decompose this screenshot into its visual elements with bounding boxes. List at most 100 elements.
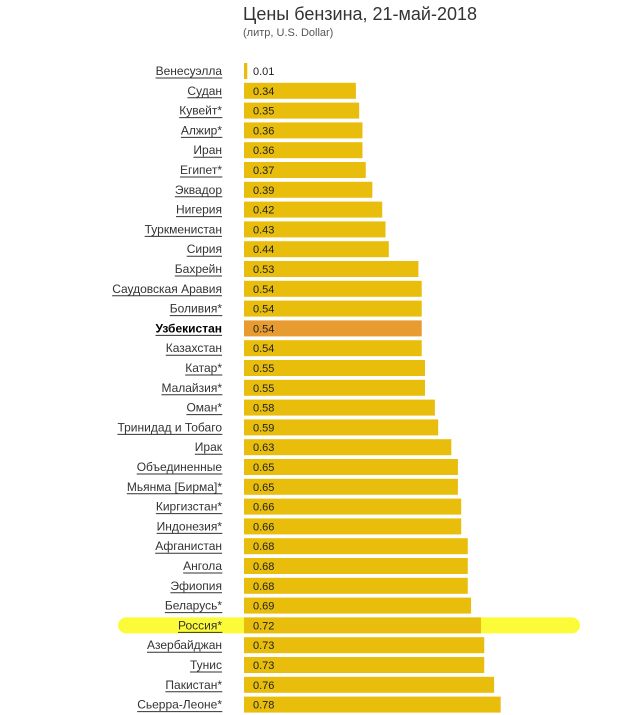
value-label-row-12: 0.54 bbox=[253, 284, 274, 296]
bar-row-2 bbox=[244, 82, 356, 99]
category-label-row-4: Алжир* bbox=[181, 123, 222, 137]
value-label-row-24: 0.66 bbox=[253, 521, 274, 533]
bar-row-31 bbox=[244, 657, 485, 673]
category-label-row-12: Саудовская Аравия bbox=[112, 282, 222, 296]
bar-row-26 bbox=[244, 558, 468, 574]
bar-row-28 bbox=[244, 597, 472, 614]
value-label-row-18: 0.58 bbox=[253, 403, 274, 415]
bar-row-15 bbox=[244, 340, 422, 357]
value-label-row-23: 0.66 bbox=[253, 502, 274, 514]
category-label-row-8: Нигерия bbox=[176, 203, 222, 217]
value-label-row-7: 0.39 bbox=[253, 185, 274, 197]
value-label-row-27: 0.68 bbox=[253, 581, 274, 593]
value-label-row-33: 0.78 bbox=[253, 700, 274, 712]
category-label-row-26: Ангола bbox=[183, 559, 222, 573]
bar-row-6 bbox=[244, 162, 366, 178]
value-label-row-9: 0.43 bbox=[253, 224, 274, 236]
bar-row-9 bbox=[244, 221, 386, 238]
category-label-row-28: Беларусь* bbox=[165, 599, 222, 613]
category-label-row-31: Тунис bbox=[190, 658, 222, 672]
value-label-row-6: 0.37 bbox=[253, 165, 274, 177]
value-label-row-14: 0.54 bbox=[253, 323, 274, 335]
category-label-row-9: Туркменистан bbox=[145, 222, 222, 236]
category-label-row-33: Сьерра-Леоне* bbox=[137, 698, 222, 712]
bar-row-11 bbox=[244, 261, 419, 277]
bar-row-23 bbox=[244, 498, 462, 515]
bar-row-30 bbox=[244, 637, 485, 654]
value-label-row-32: 0.76 bbox=[253, 680, 274, 692]
category-label-row-18: Оман* bbox=[186, 401, 222, 415]
category-label-row-22: Мьянма [Бирма]* bbox=[127, 480, 222, 494]
value-label-row-22: 0.65 bbox=[253, 482, 274, 494]
category-label-row-11: Бахрейн bbox=[175, 262, 222, 276]
value-label-row-19: 0.59 bbox=[253, 422, 274, 434]
bar-row-7 bbox=[244, 181, 373, 198]
category-label-row-30: Азербайджан bbox=[147, 638, 222, 652]
bar-row-25 bbox=[244, 538, 468, 555]
value-label-row-15: 0.54 bbox=[253, 343, 274, 355]
bar-row-17 bbox=[244, 379, 425, 396]
bar-row-3 bbox=[244, 102, 360, 119]
value-label-row-28: 0.69 bbox=[253, 601, 274, 613]
value-label-row-4: 0.36 bbox=[253, 125, 274, 137]
category-label-row-24: Индонезия* bbox=[157, 519, 223, 533]
bar-row-5 bbox=[244, 142, 363, 159]
value-label-row-5: 0.36 bbox=[253, 145, 274, 157]
bar-row-13 bbox=[244, 300, 422, 317]
bar-row-24 bbox=[244, 518, 462, 535]
bar-row-27 bbox=[244, 577, 468, 594]
bar-row-22 bbox=[244, 478, 458, 495]
value-label-row-2: 0.34 bbox=[253, 86, 274, 98]
bar-row-19 bbox=[244, 419, 439, 436]
category-label-row-20: Ирак bbox=[195, 440, 223, 454]
value-label-row-26: 0.68 bbox=[253, 561, 274, 573]
value-label-row-8: 0.42 bbox=[253, 205, 274, 217]
category-label-row-27: Эфиопия bbox=[170, 579, 222, 593]
chart-title: Цены бензина, 21-май-2018 bbox=[243, 4, 478, 24]
category-label-row-15: Казахстан bbox=[166, 341, 222, 355]
bar-row-14 bbox=[244, 320, 422, 337]
bar-row-21 bbox=[244, 459, 458, 475]
value-label-row-20: 0.63 bbox=[253, 442, 274, 454]
category-label-row-21: Объединенные bbox=[137, 460, 223, 474]
category-label-row-7: Эквадор bbox=[175, 183, 222, 197]
value-label-row-10: 0.44 bbox=[253, 244, 274, 256]
value-label-row-31: 0.73 bbox=[253, 660, 274, 672]
category-label-row-5: Иран bbox=[193, 143, 222, 157]
value-label-row-25: 0.68 bbox=[253, 541, 274, 553]
category-label-row-3: Кувейт* bbox=[179, 104, 222, 118]
value-label-row-3: 0.35 bbox=[253, 106, 274, 118]
category-label-row-23: Киргизстан* bbox=[156, 500, 222, 514]
bar-row-4 bbox=[244, 122, 363, 139]
category-label-row-16: Катар* bbox=[185, 361, 222, 375]
value-label-row-29: 0.72 bbox=[253, 620, 274, 632]
value-label-row-16: 0.55 bbox=[253, 363, 274, 375]
category-label-row-1: Венесуэлла bbox=[156, 64, 223, 78]
category-label-row-17: Малайзия* bbox=[161, 381, 222, 395]
bar-row-10 bbox=[244, 241, 389, 258]
bar-row-16 bbox=[244, 360, 425, 376]
value-label-row-21: 0.65 bbox=[253, 462, 274, 474]
bar-row-18 bbox=[244, 399, 435, 416]
category-label-row-6: Египет* bbox=[180, 163, 222, 177]
category-label-row-2: Судан bbox=[187, 84, 222, 98]
value-label-row-1: 0.01 bbox=[253, 66, 274, 78]
category-label-row-10: Сирия bbox=[187, 242, 222, 256]
value-label-row-17: 0.55 bbox=[253, 383, 274, 395]
bar-row-20 bbox=[244, 439, 452, 456]
category-label-row-29: Россия* bbox=[178, 618, 222, 632]
bar-row-8 bbox=[244, 201, 383, 218]
value-label-row-11: 0.53 bbox=[253, 264, 274, 276]
bar-row-12 bbox=[244, 280, 422, 297]
category-label-row-32: Пакистан* bbox=[165, 678, 222, 692]
bar-row-32 bbox=[244, 676, 495, 693]
bar-row-1 bbox=[244, 63, 248, 79]
category-label-row-25: Афганистан bbox=[155, 539, 222, 553]
category-label-row-14: Узбекистан bbox=[156, 321, 222, 335]
category-label-row-13: Боливия* bbox=[170, 302, 223, 316]
value-label-row-30: 0.73 bbox=[253, 640, 274, 652]
chart-subtitle: (литр, U.S. Dollar) bbox=[243, 27, 334, 39]
bar-row-29 bbox=[244, 617, 481, 634]
bar-row-33 bbox=[244, 696, 501, 713]
